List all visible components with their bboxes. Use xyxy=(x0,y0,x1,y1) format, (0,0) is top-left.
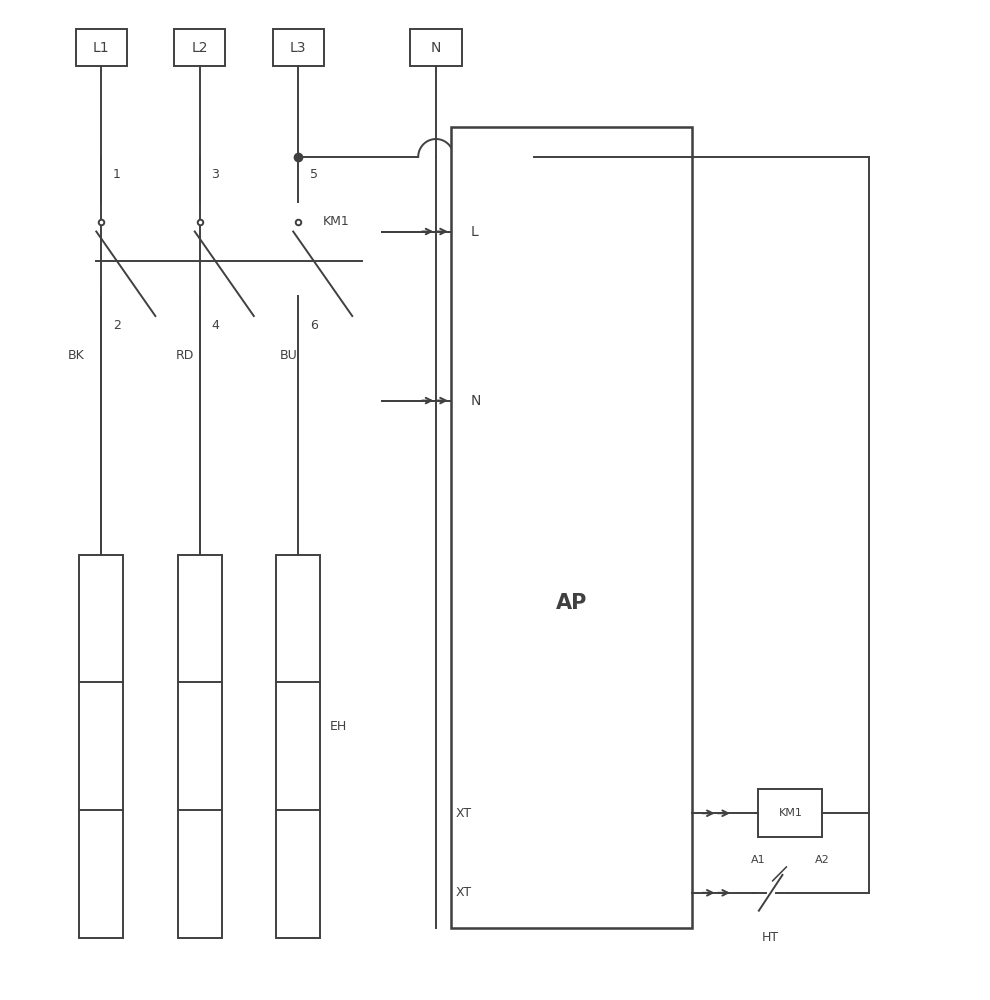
Text: A2: A2 xyxy=(815,855,830,865)
Text: EH: EH xyxy=(330,720,347,733)
Bar xyxy=(79,555,124,938)
Text: AP: AP xyxy=(555,593,587,613)
Bar xyxy=(276,555,320,938)
Text: N: N xyxy=(431,41,442,55)
Text: RD: RD xyxy=(175,349,194,362)
Text: XT: XT xyxy=(455,807,472,820)
Bar xyxy=(450,127,692,928)
Bar xyxy=(410,29,461,66)
Text: 2: 2 xyxy=(113,319,121,332)
Text: 4: 4 xyxy=(212,319,220,332)
Text: HT: HT xyxy=(762,931,779,944)
Text: XT: XT xyxy=(455,886,472,899)
Bar xyxy=(75,29,127,66)
Text: 1: 1 xyxy=(113,168,121,181)
Text: BU: BU xyxy=(279,349,297,362)
Text: L1: L1 xyxy=(93,41,110,55)
Bar xyxy=(272,29,324,66)
Text: KM1: KM1 xyxy=(778,808,802,818)
Text: KM1: KM1 xyxy=(323,215,349,228)
Text: 5: 5 xyxy=(310,168,318,181)
Text: L: L xyxy=(470,225,478,238)
Text: L3: L3 xyxy=(290,41,306,55)
Text: 3: 3 xyxy=(212,168,220,181)
Bar xyxy=(758,789,823,837)
Text: A1: A1 xyxy=(751,855,765,865)
Bar xyxy=(177,555,222,938)
Text: BK: BK xyxy=(68,349,85,362)
Text: L2: L2 xyxy=(191,41,208,55)
Text: 6: 6 xyxy=(310,319,318,332)
Text: N: N xyxy=(470,394,481,408)
Bar xyxy=(174,29,226,66)
